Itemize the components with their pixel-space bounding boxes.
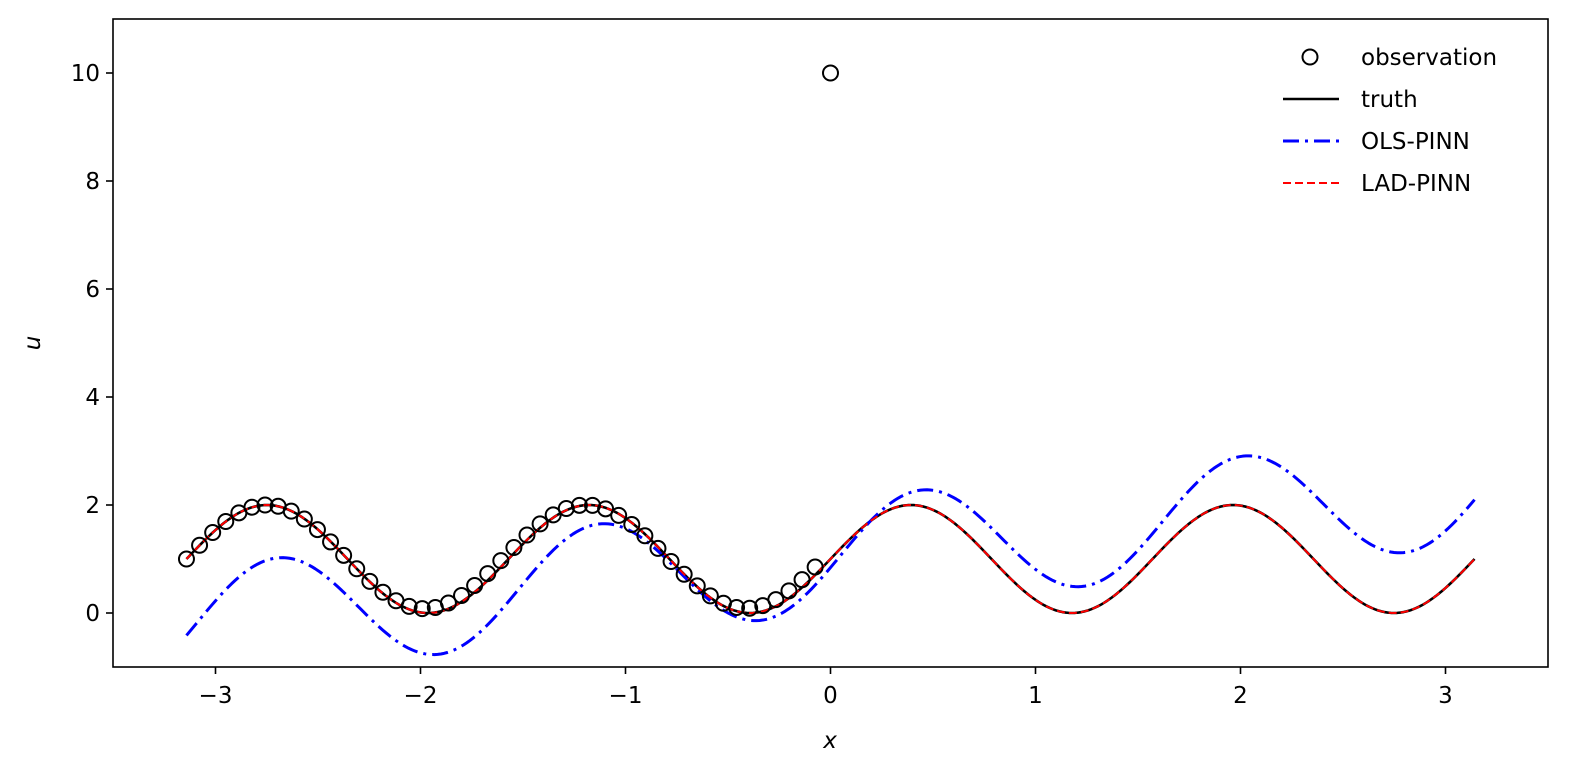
observation-point bbox=[597, 500, 615, 518]
observation-point bbox=[308, 521, 326, 539]
observation-point bbox=[335, 546, 353, 564]
legend-label-ols-pinn: OLS-PINN bbox=[1361, 129, 1470, 155]
observation-point bbox=[822, 64, 839, 82]
x-axis-label: x bbox=[822, 728, 837, 754]
x-tick-label: 3 bbox=[1438, 683, 1453, 709]
observation-point bbox=[361, 572, 379, 590]
observation-point bbox=[505, 538, 523, 556]
observation-point bbox=[295, 510, 313, 528]
legend-marker-observation bbox=[1301, 48, 1319, 66]
y-axis-label: u bbox=[20, 336, 46, 351]
series-line-ols-pinn bbox=[185, 454, 1476, 657]
observation-point bbox=[793, 571, 811, 589]
observation-point bbox=[191, 536, 209, 554]
observation-point bbox=[282, 502, 300, 520]
observation-point bbox=[636, 527, 654, 545]
legend-label-observation: observation bbox=[1361, 45, 1497, 71]
y-tick-label: 2 bbox=[85, 493, 100, 519]
observation-point bbox=[675, 565, 693, 583]
x-tick-label: −3 bbox=[199, 683, 233, 709]
y-tick-label: 10 bbox=[71, 61, 100, 87]
observation-point bbox=[217, 512, 235, 530]
observation-point bbox=[649, 539, 667, 557]
observation-point bbox=[256, 496, 274, 514]
observation-point bbox=[348, 560, 366, 578]
observation-point bbox=[492, 552, 510, 570]
legend-label-lad-pinn: LAD-PINN bbox=[1361, 171, 1471, 197]
observation-point bbox=[688, 577, 706, 595]
x-tick-label: −1 bbox=[609, 683, 643, 709]
x-tick-label: 2 bbox=[1233, 683, 1248, 709]
observation-point bbox=[243, 498, 261, 516]
observation-point bbox=[204, 523, 222, 541]
observation-point bbox=[701, 587, 719, 605]
observation-point bbox=[453, 587, 471, 605]
observation-point bbox=[177, 550, 195, 568]
observation-point bbox=[623, 516, 641, 534]
observation-point bbox=[531, 515, 549, 533]
observation-point bbox=[322, 533, 340, 551]
observation-point bbox=[413, 600, 431, 618]
observation-point bbox=[570, 496, 588, 514]
observation-point bbox=[466, 576, 484, 594]
observation-point bbox=[662, 552, 680, 570]
observation-point bbox=[610, 506, 628, 524]
observation-point bbox=[479, 565, 497, 583]
y-tick-label: 6 bbox=[85, 277, 100, 303]
x-tick-label: 0 bbox=[823, 683, 838, 709]
observation-point bbox=[780, 582, 798, 600]
observation-point bbox=[557, 500, 575, 518]
observation-point bbox=[806, 558, 824, 576]
y-tick-label: 8 bbox=[85, 169, 100, 195]
observation-point bbox=[400, 597, 418, 615]
observation-point bbox=[728, 598, 746, 616]
observation-point bbox=[518, 526, 536, 544]
y-tick-label: 0 bbox=[85, 601, 100, 627]
legend: observation truth OLS-PINN LAD-PINN bbox=[1283, 45, 1497, 197]
x-tick-label: −2 bbox=[404, 683, 438, 709]
x-tick-label: 1 bbox=[1028, 683, 1043, 709]
y-axis: 0 2 4 6 8 10 bbox=[71, 61, 113, 627]
plot-area bbox=[177, 64, 1476, 657]
y-tick-label: 4 bbox=[85, 385, 100, 411]
observation-point bbox=[374, 583, 392, 601]
observation-point bbox=[439, 594, 457, 612]
legend-label-truth: truth bbox=[1361, 87, 1418, 113]
x-axis: −3 −2 −1 0 1 2 3 bbox=[199, 667, 1453, 709]
observation-point bbox=[767, 591, 785, 609]
observation-point bbox=[741, 599, 759, 617]
